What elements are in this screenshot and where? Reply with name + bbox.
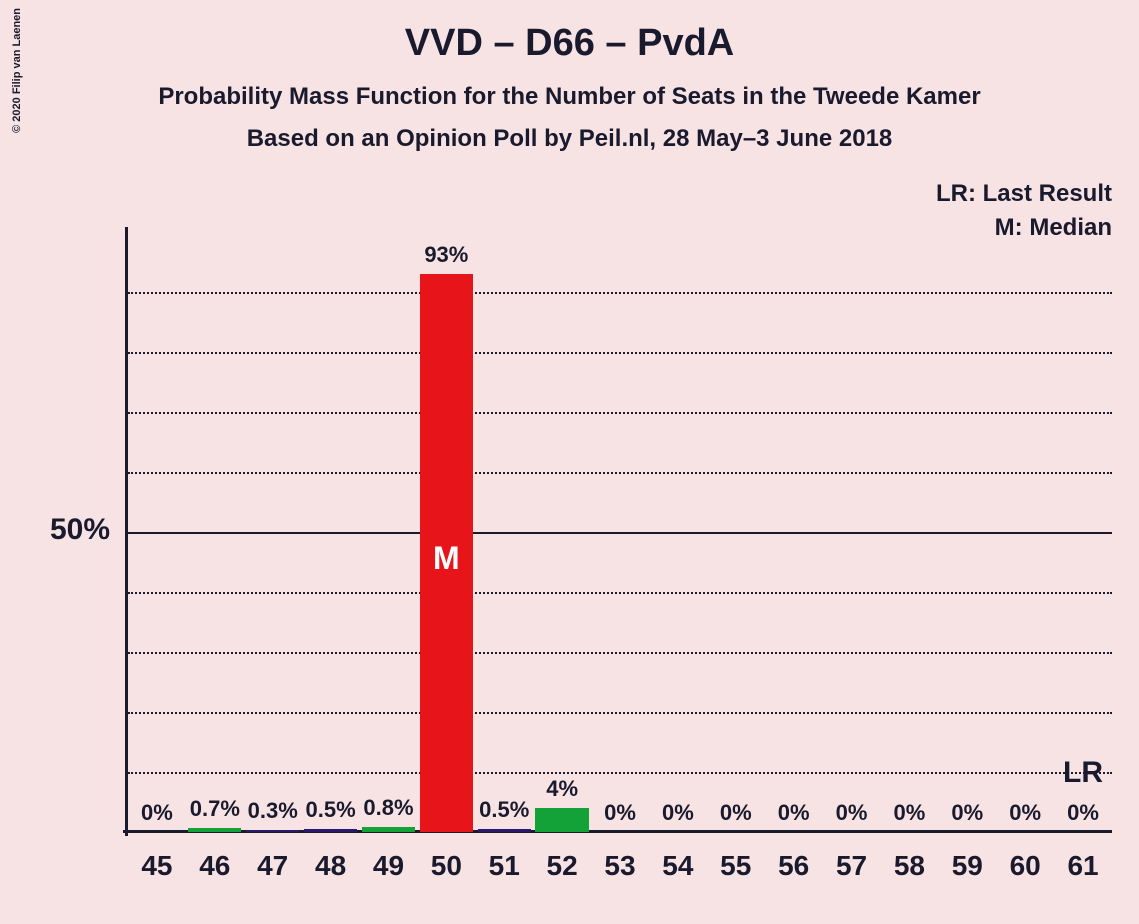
bar-value-label: 0% xyxy=(761,800,826,826)
bar-value-label: 0% xyxy=(587,800,652,826)
x-tick-label: 61 xyxy=(1054,850,1112,882)
y-axis xyxy=(125,227,128,836)
x-tick-label: 57 xyxy=(823,850,881,882)
bar-value-label: 0% xyxy=(993,800,1058,826)
bar xyxy=(246,830,299,832)
x-tick-label: 49 xyxy=(360,850,418,882)
bar-value-label: 0.3% xyxy=(240,798,305,824)
gridline xyxy=(128,772,1112,774)
bar xyxy=(188,828,241,832)
median-marker: M xyxy=(420,540,473,577)
gridline xyxy=(128,352,1112,354)
bar-value-label: 0% xyxy=(935,800,1000,826)
bar xyxy=(304,829,357,832)
gridline xyxy=(128,412,1112,414)
legend-lr: LR: Last Result xyxy=(936,180,1112,208)
bar-value-label: 0% xyxy=(819,800,884,826)
x-tick-label: 55 xyxy=(707,850,765,882)
x-tick-label: 56 xyxy=(765,850,823,882)
chart-subtitle-1: Probability Mass Function for the Number… xyxy=(0,83,1139,111)
x-tick-label: 45 xyxy=(128,850,186,882)
x-tick-label: 54 xyxy=(649,850,707,882)
bar-value-label: 4% xyxy=(529,776,594,802)
bar-value-label: 0% xyxy=(1050,800,1115,826)
gridline xyxy=(128,712,1112,714)
gridline xyxy=(128,652,1112,654)
gridline xyxy=(128,592,1112,594)
y-axis-label: 50% xyxy=(50,513,110,547)
copyright-text: © 2020 Filip van Laenen xyxy=(11,8,23,133)
bar-value-label: 0.5% xyxy=(298,797,363,823)
chart-title: VVD – D66 – PvdA xyxy=(0,0,1139,65)
bar-value-label: 0% xyxy=(877,800,942,826)
bar xyxy=(535,808,588,832)
gridline xyxy=(128,292,1112,294)
x-tick-label: 60 xyxy=(996,850,1054,882)
legend-m: M: Median xyxy=(995,214,1112,242)
bar-value-label: 0.7% xyxy=(182,796,247,822)
bar xyxy=(478,829,531,832)
x-tick-label: 59 xyxy=(938,850,996,882)
gridline xyxy=(128,532,1112,534)
x-tick-label: 50 xyxy=(417,850,475,882)
bar-value-label: 0% xyxy=(703,800,768,826)
lr-marker: LR xyxy=(1056,756,1109,790)
chart-subtitle-2: Based on an Opinion Poll by Peil.nl, 28 … xyxy=(0,125,1139,153)
x-tick-label: 46 xyxy=(186,850,244,882)
bar xyxy=(362,827,415,832)
x-tick-label: 51 xyxy=(475,850,533,882)
bar-value-label: 0.8% xyxy=(356,795,421,821)
chart-plot-area: 0%0.7%0.3%0.5%0.8%93%M0.5%4%0%0%0%0%0%0%… xyxy=(128,232,1112,832)
x-tick-label: 53 xyxy=(591,850,649,882)
x-tick-label: 58 xyxy=(880,850,938,882)
gridline xyxy=(128,472,1112,474)
bar-value-label: 0% xyxy=(124,800,189,826)
bar-value-label: 0.5% xyxy=(472,797,537,823)
bar-value-label: 93% xyxy=(414,242,479,268)
x-tick-label: 52 xyxy=(533,850,591,882)
bar-value-label: 0% xyxy=(645,800,710,826)
x-tick-label: 47 xyxy=(244,850,302,882)
x-tick-label: 48 xyxy=(302,850,360,882)
